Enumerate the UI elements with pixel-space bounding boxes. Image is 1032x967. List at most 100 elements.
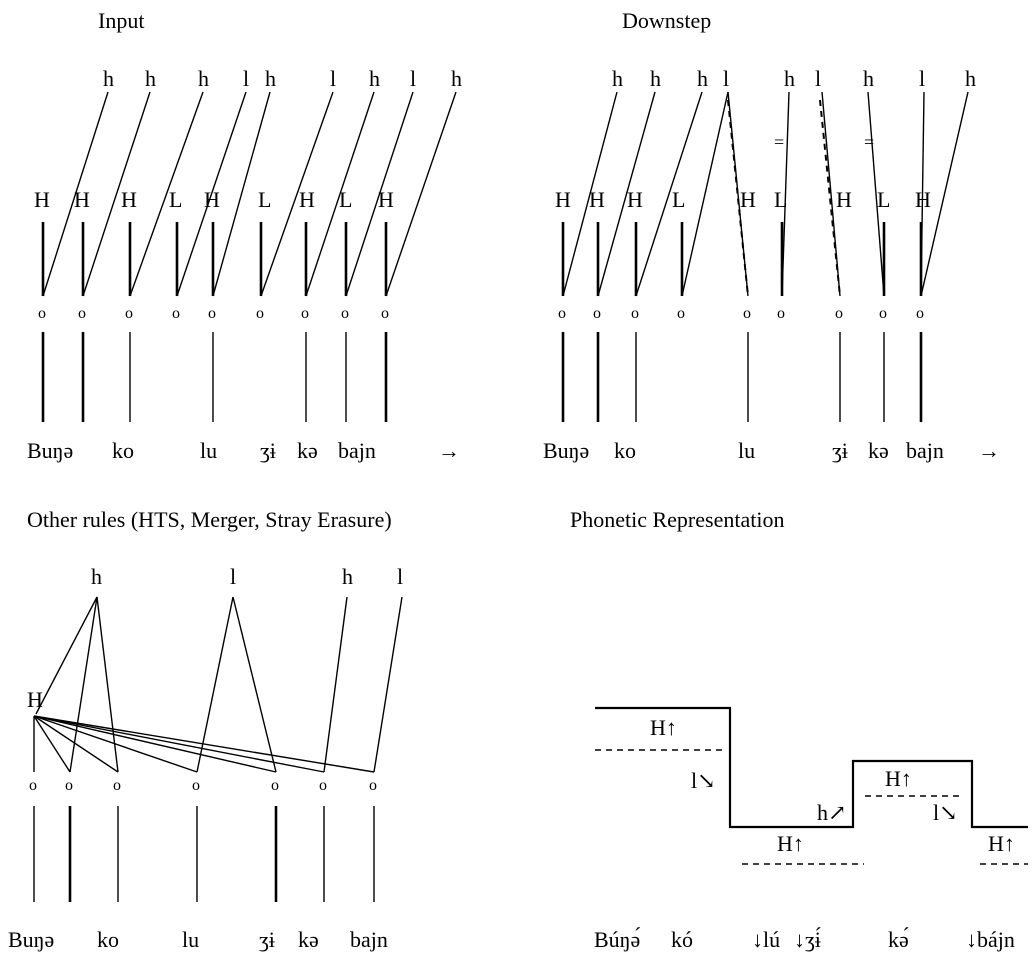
- mora: o: [125, 305, 133, 322]
- word: kə: [298, 927, 319, 952]
- mora: o: [631, 305, 639, 322]
- mora-tier: o o o o o o o o o: [38, 305, 389, 322]
- register-association-lines: [42, 91, 457, 297]
- panel-phonetic-title: Phonetic Representation: [570, 507, 784, 532]
- delink-mark: =: [864, 132, 874, 152]
- register-h: h: [91, 564, 102, 589]
- word-tier: Buŋə ko lu ʒɨ kə bajn →: [543, 438, 1000, 463]
- tone-spread-lines: [33, 715, 375, 773]
- tone-association-lines: [561, 222, 923, 296]
- pitch-label: H↑: [650, 715, 677, 740]
- word: ko: [112, 438, 134, 463]
- word: bajn: [906, 438, 944, 463]
- register-l: l: [397, 564, 403, 589]
- tone-H: H: [121, 187, 137, 212]
- register-h: h: [965, 66, 976, 91]
- mora: o: [777, 305, 785, 322]
- mora: o: [381, 305, 389, 322]
- register-l: l: [330, 66, 336, 91]
- register-association-lines: [35, 596, 403, 773]
- panel-downstep: Downstep h h h l h l h l h = = H H H L H…: [543, 8, 1000, 463]
- pitch-contour: [595, 706, 1028, 829]
- pitch-label: l↘: [933, 800, 958, 825]
- mora: o: [208, 305, 216, 322]
- word: lu: [200, 438, 217, 463]
- register-h: h: [265, 66, 276, 91]
- word: kó: [671, 927, 693, 952]
- mora: o: [113, 777, 121, 794]
- register-h: h: [784, 66, 795, 91]
- register-h: h: [612, 66, 623, 91]
- mora: o: [301, 305, 309, 322]
- panel-other-rules: Other rules (HTS, Merger, Stray Erasure)…: [8, 507, 403, 952]
- register-tier: h l h l: [91, 564, 403, 589]
- tone-H: H: [299, 187, 315, 212]
- word: kə: [868, 438, 889, 463]
- segment-lines: [561, 332, 923, 422]
- tone-H: H: [378, 187, 394, 212]
- arrow-right: →: [438, 438, 460, 463]
- register-h: h: [145, 66, 156, 91]
- panel-downstep-title: Downstep: [622, 8, 711, 33]
- tone-H: H: [836, 187, 852, 212]
- word: ↓ʒɨ́: [794, 927, 821, 952]
- tone-H: H: [27, 687, 43, 712]
- word: Buŋə: [8, 927, 54, 952]
- register-l: l: [243, 66, 249, 91]
- segment-lines: [33, 806, 375, 902]
- mora: o: [38, 305, 46, 322]
- tone-H: H: [74, 187, 90, 212]
- panel-phonetic: Phonetic Representation H↑ l↘ H↑ h↗ H↑ l…: [570, 507, 1028, 952]
- tone-tier: H H H L H L H L H: [555, 187, 931, 212]
- register-h: h: [103, 66, 114, 91]
- word: lu: [182, 927, 199, 952]
- mora: o: [558, 305, 566, 322]
- segment-lines: [41, 332, 388, 422]
- mora-tier: o o o o o o o o o: [558, 305, 924, 322]
- register-h: h: [369, 66, 380, 91]
- tone-L: L: [672, 187, 685, 212]
- mora: o: [593, 305, 601, 322]
- tone-L: L: [258, 187, 271, 212]
- register-tier: h h h l h l h l h: [612, 66, 976, 91]
- tone-L: L: [774, 187, 787, 212]
- register-tier: h h h l h l h l h: [103, 66, 462, 91]
- word: Búŋə́: [594, 927, 640, 952]
- word: ko: [614, 438, 636, 463]
- mora: o: [256, 305, 264, 322]
- word: Buŋə: [27, 438, 73, 463]
- tone-L: L: [169, 187, 182, 212]
- register-h: h: [451, 66, 462, 91]
- pitch-labels: H↑ l↘ H↑ h↗ H↑ l↘ H↑: [650, 715, 1015, 856]
- tone-L: L: [339, 187, 352, 212]
- tone-H: H: [589, 187, 605, 212]
- register-l: l: [230, 564, 236, 589]
- pitch-label: l↘: [691, 768, 716, 793]
- word-tier: Buŋə ko lu ʒɨ kə bajn →: [27, 438, 460, 463]
- register-h: h: [697, 66, 708, 91]
- register-h: h: [198, 66, 209, 91]
- reference-levels: [595, 749, 1028, 865]
- register-association-lines: [562, 91, 969, 297]
- mora: o: [172, 305, 180, 322]
- panel-input-title: Input: [98, 8, 144, 33]
- word-tier: Buŋə ko lu ʒɨ kə bajn: [8, 927, 388, 952]
- tone-association-lines: [41, 222, 388, 296]
- word: ʒɨ: [259, 927, 275, 952]
- pitch-label: h↗: [817, 800, 846, 825]
- register-l: l: [815, 66, 821, 91]
- tone-L: L: [877, 187, 890, 212]
- word: bajn: [350, 927, 388, 952]
- mora: o: [916, 305, 924, 322]
- mora: o: [369, 777, 377, 794]
- mora: o: [29, 777, 37, 794]
- register-l: l: [410, 66, 416, 91]
- pitch-label: H↑: [777, 831, 804, 856]
- word: ↓lú: [752, 927, 780, 952]
- panel-input: Input h h h l h l h l h H H H L H L H L …: [27, 8, 462, 463]
- mora: o: [65, 777, 73, 794]
- mora: o: [743, 305, 751, 322]
- arrow-right: →: [978, 438, 1000, 463]
- mora: o: [879, 305, 887, 322]
